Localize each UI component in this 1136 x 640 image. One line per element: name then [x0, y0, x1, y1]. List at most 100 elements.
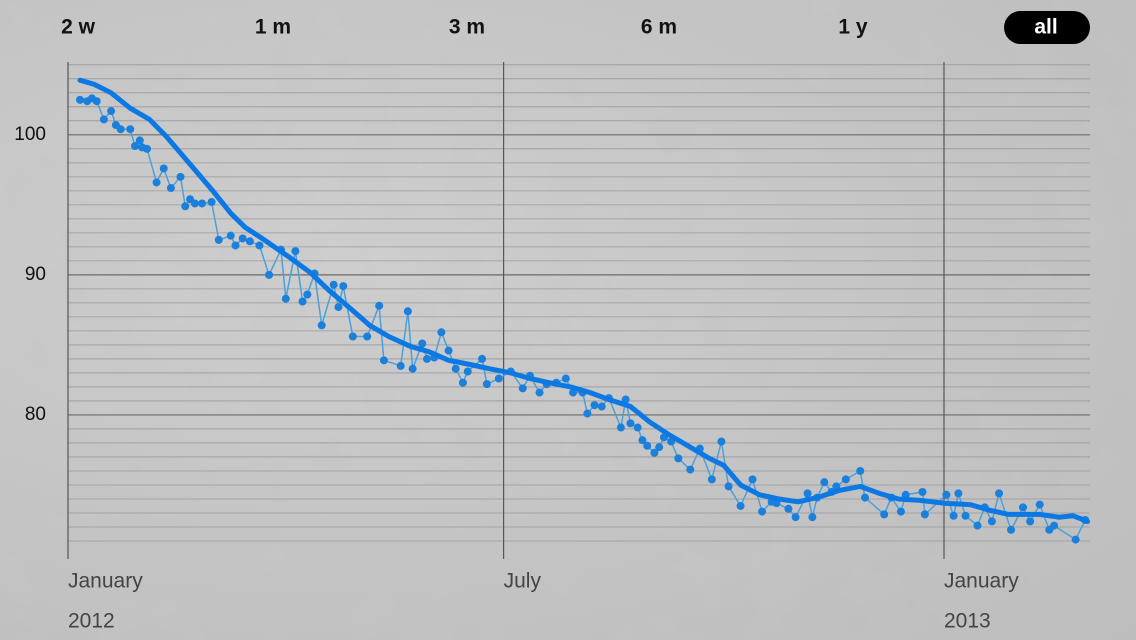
- data-point: [650, 448, 659, 457]
- data-point: [1071, 535, 1080, 544]
- data-point: [375, 301, 384, 310]
- data-point: [255, 241, 264, 250]
- data-point: [995, 489, 1004, 498]
- data-point: [245, 237, 254, 246]
- range-button-label[interactable]: 6 m: [641, 16, 677, 39]
- data-point: [334, 303, 343, 312]
- data-point: [1007, 525, 1016, 534]
- data-point: [131, 142, 140, 151]
- data-point: [758, 507, 767, 516]
- data-point: [107, 107, 116, 116]
- range-button[interactable]: 6 m: [641, 16, 677, 39]
- y-tick-label: 100: [14, 124, 46, 145]
- data-point: [478, 354, 487, 363]
- data-point: [152, 178, 161, 187]
- data-point: [518, 384, 527, 393]
- range-button-bg[interactable]: [1004, 11, 1090, 44]
- data-point: [655, 443, 664, 452]
- data-point: [159, 164, 168, 173]
- data-point: [590, 401, 599, 410]
- range-button-label[interactable]: 1 y: [838, 16, 868, 39]
- data-point: [418, 339, 427, 348]
- data-point: [717, 437, 726, 446]
- data-point: [482, 380, 491, 389]
- range-button[interactable]: 3 m: [449, 16, 485, 39]
- range-button[interactable]: 1 y: [838, 16, 868, 39]
- data-point: [458, 378, 467, 387]
- data-point: [784, 504, 793, 513]
- range-button[interactable]: 2 w: [61, 16, 96, 39]
- data-point: [142, 144, 151, 153]
- data-point: [437, 328, 446, 337]
- range-button[interactable]: 1 m: [255, 16, 291, 39]
- data-point: [181, 202, 190, 211]
- data-point: [791, 513, 800, 522]
- data-point: [1018, 503, 1027, 512]
- data-point: [621, 395, 630, 404]
- plot: [75, 77, 1091, 544]
- data-point: [626, 419, 635, 428]
- data-point: [291, 247, 300, 256]
- x-tick-label: January: [944, 570, 1019, 593]
- data-point: [281, 294, 290, 303]
- data-point: [494, 374, 503, 383]
- data-point: [638, 436, 647, 445]
- data-point: [329, 280, 338, 289]
- data-point: [808, 513, 817, 522]
- data-point: [190, 199, 199, 208]
- range-button-label[interactable]: 1 m: [255, 16, 291, 39]
- data-point: [954, 489, 963, 498]
- data-point: [896, 507, 905, 516]
- data-point: [298, 297, 307, 306]
- y-tick-label: 80: [25, 404, 46, 425]
- data-point: [423, 354, 432, 363]
- grid: 80 90 100 January July January 2012 2013: [14, 62, 1090, 633]
- data-point: [724, 482, 733, 491]
- data-point: [949, 511, 958, 520]
- data-point: [198, 199, 207, 208]
- data-point: [363, 332, 372, 341]
- trend-line: [77, 77, 1091, 524]
- data-point: [920, 510, 929, 519]
- range-button-label[interactable]: 2 w: [61, 16, 96, 39]
- data-point: [707, 475, 716, 484]
- data-point: [597, 402, 606, 411]
- data-point: [616, 423, 625, 432]
- data-point: [379, 356, 388, 365]
- data-point: [561, 374, 570, 383]
- data-point: [748, 475, 757, 484]
- y-tick-label: 90: [25, 264, 46, 285]
- data-point: [265, 270, 274, 279]
- data-point: [403, 307, 412, 316]
- data-point: [303, 290, 312, 299]
- range-button-label[interactable]: all: [1034, 16, 1057, 39]
- data-point: [1035, 500, 1044, 509]
- data-point: [463, 367, 472, 376]
- data-point: [633, 423, 642, 432]
- data-point: [918, 487, 927, 496]
- data-point: [176, 172, 185, 181]
- data-point: [535, 388, 544, 397]
- range-button-label[interactable]: 3 m: [449, 16, 485, 39]
- data-point: [317, 321, 326, 330]
- data-point: [396, 361, 405, 370]
- data-point: [803, 489, 812, 498]
- data-point: [135, 136, 144, 145]
- data-point: [841, 475, 850, 484]
- data-point: [880, 510, 889, 519]
- data-point: [75, 95, 84, 104]
- range-button[interactable]: all: [1004, 11, 1090, 44]
- data-point: [166, 184, 175, 193]
- data-point: [861, 493, 870, 502]
- data-point: [856, 466, 865, 475]
- data-point: [451, 364, 460, 373]
- data-point: [1026, 517, 1035, 526]
- data-point: [686, 465, 695, 474]
- x-tick-label: January: [68, 570, 143, 593]
- data-point: [444, 346, 453, 355]
- data-point: [226, 231, 235, 240]
- data-point: [987, 517, 996, 526]
- data-point: [238, 234, 247, 243]
- data-point: [116, 125, 125, 134]
